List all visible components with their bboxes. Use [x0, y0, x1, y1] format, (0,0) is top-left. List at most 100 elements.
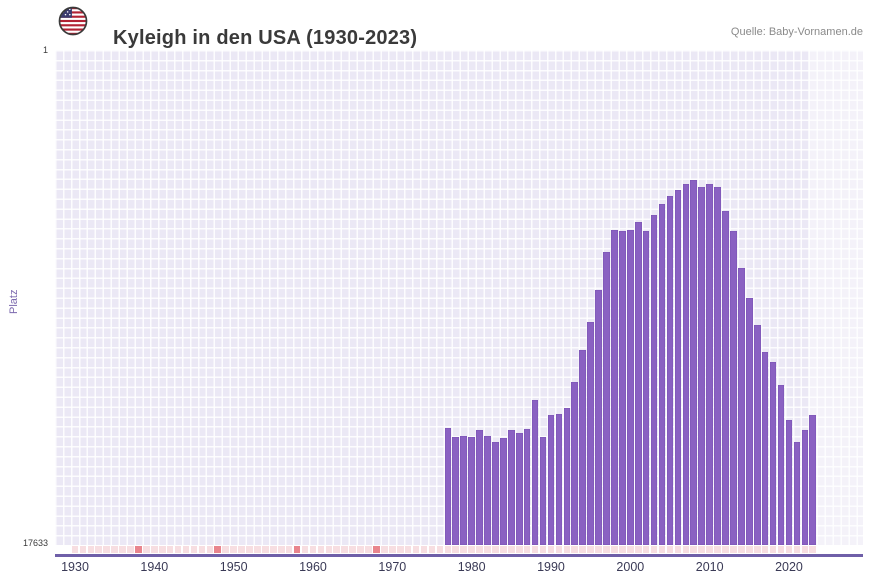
year-cell-1941 [158, 546, 166, 553]
bar-2004[interactable] [658, 204, 666, 545]
bar-2009[interactable] [698, 187, 706, 545]
bar-2023[interactable] [809, 414, 817, 545]
year-cell-2000 [627, 546, 634, 553]
year-cell-1992 [563, 546, 571, 553]
bar-1995[interactable] [587, 321, 594, 545]
bar-1988[interactable] [531, 400, 539, 545]
bar-2012[interactable] [722, 210, 729, 545]
year-cell-1934 [103, 546, 111, 553]
year-cell-1972 [404, 546, 412, 553]
year-cell-1984 [500, 546, 507, 553]
no-data-marker-1958 [293, 546, 301, 553]
bar-1987[interactable] [523, 428, 531, 545]
bar-2019[interactable] [777, 385, 785, 545]
bar-1991[interactable] [555, 413, 563, 545]
bar-1985[interactable] [508, 430, 515, 545]
year-cell-1944 [182, 546, 190, 553]
bar-1978[interactable] [452, 437, 460, 545]
year-cell-2020 [785, 546, 793, 553]
year-cell-1987 [523, 546, 531, 553]
year-cell-1960 [309, 546, 317, 553]
bar-1993[interactable] [571, 382, 579, 545]
bar-1982[interactable] [484, 436, 491, 545]
bar-1992[interactable] [563, 408, 571, 545]
x-axis-line [55, 554, 863, 557]
bar-2014[interactable] [738, 267, 745, 545]
bar-1998[interactable] [611, 229, 618, 545]
bar-2021[interactable] [793, 442, 801, 545]
bar-2001[interactable] [634, 222, 642, 545]
bar-2002[interactable] [642, 231, 650, 545]
bar-2016[interactable] [753, 325, 761, 545]
year-cell-2006 [674, 546, 682, 553]
bar-2017[interactable] [761, 352, 769, 545]
year-cell-1966 [357, 546, 364, 553]
year-cell-1942 [166, 546, 174, 553]
year-cell-2013 [730, 546, 737, 553]
bar-1977[interactable] [444, 428, 452, 545]
year-cell-1976 [436, 546, 444, 553]
bar-2003[interactable] [650, 214, 658, 545]
year-cell-2015 [746, 546, 753, 553]
year-cell-1951 [238, 546, 245, 553]
year-cell-2010 [706, 546, 713, 553]
bar-1994[interactable] [579, 350, 587, 545]
bar-2011[interactable] [714, 187, 721, 545]
year-cell-2008 [690, 546, 698, 553]
year-cell-1957 [285, 546, 293, 553]
bar-1999[interactable] [619, 231, 626, 545]
bar-2005[interactable] [666, 196, 674, 545]
bar-1983[interactable] [492, 442, 499, 545]
bar-1979[interactable] [460, 436, 468, 545]
year-cell-1961 [317, 546, 325, 553]
x-tick-2020: 2020 [775, 560, 803, 574]
year-cell-1990 [547, 546, 555, 553]
no-data-marker-1938 [135, 546, 142, 553]
no-data-strip [55, 546, 863, 553]
bar-1990[interactable] [547, 414, 555, 545]
bar-2015[interactable] [746, 297, 753, 545]
year-cell-2003 [650, 546, 658, 553]
year-cell-1988 [531, 546, 539, 553]
year-cell-1982 [484, 546, 491, 553]
year-cell-1993 [571, 546, 579, 553]
year-cell-1991 [555, 546, 563, 553]
year-cell-1931 [79, 546, 87, 553]
year-cell-2021 [793, 546, 801, 553]
y-axis-label: Platz [8, 289, 20, 314]
year-cell-1994 [579, 546, 587, 553]
y-tick-bottom: 17633 [22, 538, 48, 548]
bar-2010[interactable] [706, 183, 713, 545]
year-cell-1979 [460, 546, 468, 553]
year-cell-1967 [365, 546, 372, 553]
bar-2013[interactable] [730, 231, 737, 545]
source-credit[interactable]: Quelle: Baby-Vornamen.de [730, 26, 863, 38]
bar-2022[interactable] [801, 430, 809, 545]
bar-2000[interactable] [627, 229, 634, 545]
bar-1984[interactable] [500, 438, 507, 545]
year-cell-1940 [151, 546, 158, 553]
bar-2007[interactable] [682, 183, 690, 545]
bar-1986[interactable] [515, 433, 523, 545]
bar-2006[interactable] [674, 190, 682, 545]
bar-2008[interactable] [690, 179, 698, 545]
x-tick-1990: 1990 [537, 560, 565, 574]
year-cell-2007 [682, 546, 690, 553]
bar-1980[interactable] [468, 437, 475, 545]
year-cell-1946 [198, 546, 206, 553]
year-cell-2012 [722, 546, 729, 553]
bar-1981[interactable] [476, 430, 483, 545]
bar-1997[interactable] [603, 251, 610, 545]
bar-1989[interactable] [539, 437, 547, 545]
year-cell-2017 [761, 546, 769, 553]
year-cell-2016 [753, 546, 761, 553]
bar-1996[interactable] [595, 290, 602, 545]
us-flag-icon [58, 6, 88, 36]
year-cell-1939 [143, 546, 150, 553]
bar-2018[interactable] [769, 362, 777, 545]
no-data-marker-1968 [373, 546, 380, 553]
year-cell-1962 [325, 546, 333, 553]
bar-2020[interactable] [785, 420, 793, 545]
x-tick-1930: 1930 [61, 560, 89, 574]
